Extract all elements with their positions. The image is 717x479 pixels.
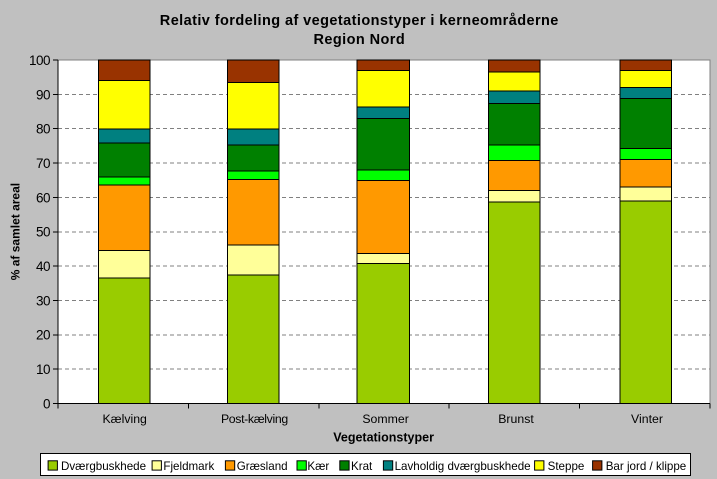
- svg-text:Fjeldmark: Fjeldmark: [163, 460, 214, 473]
- svg-text:Lavholdig dværgbuskhede: Lavholdig dværgbuskhede: [395, 460, 531, 473]
- svg-text:Kær: Kær: [307, 460, 329, 473]
- svg-text:80: 80: [36, 122, 50, 137]
- svg-text:Krat: Krat: [351, 460, 373, 473]
- svg-text:Brunst: Brunst: [498, 412, 534, 426]
- svg-text:Vinter: Vinter: [631, 412, 663, 426]
- svg-text:Steppe: Steppe: [548, 460, 585, 473]
- svg-text:60: 60: [36, 190, 50, 205]
- svg-text:Post-kælving: Post-kælving: [221, 412, 288, 426]
- svg-text:Region Nord: Region Nord: [313, 32, 405, 48]
- svg-text:90: 90: [36, 87, 50, 102]
- svg-text:% af samlet areal: % af samlet areal: [9, 183, 23, 280]
- svg-text:50: 50: [36, 225, 50, 240]
- svg-text:10: 10: [36, 362, 50, 377]
- svg-text:Bar jord / klippe: Bar jord / klippe: [606, 460, 687, 473]
- svg-text:0: 0: [43, 396, 50, 411]
- svg-text:Sommer: Sommer: [362, 412, 408, 426]
- svg-text:20: 20: [36, 328, 50, 343]
- svg-text:100: 100: [29, 53, 50, 68]
- svg-text:70: 70: [36, 156, 50, 171]
- svg-text:Kælving: Kælving: [102, 412, 147, 426]
- svg-text:30: 30: [36, 293, 50, 308]
- svg-text:Vegetationstyper: Vegetationstyper: [333, 431, 434, 445]
- svg-text:Relativ fordeling af vegetatio: Relativ fordeling af vegetationstyper i …: [160, 13, 559, 29]
- svg-text:Dværgbuskhede: Dværgbuskhede: [61, 460, 146, 473]
- svg-text:40: 40: [36, 259, 50, 274]
- svg-text:Græsland: Græsland: [237, 460, 288, 473]
